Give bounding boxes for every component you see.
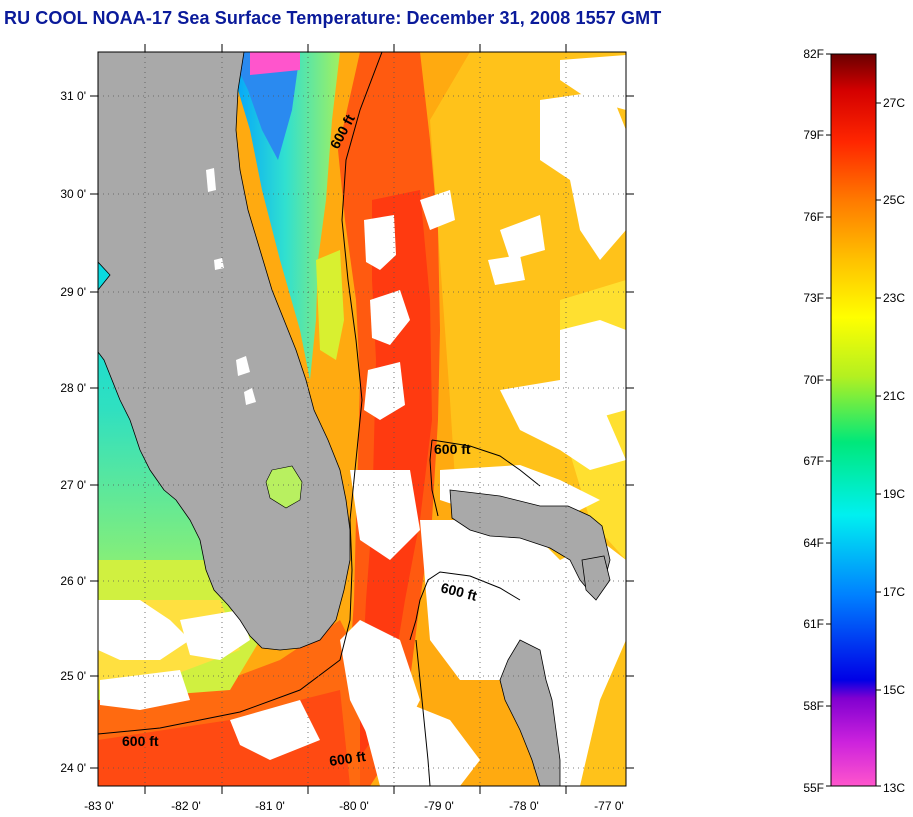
lat-label-27: 27 0': [60, 478, 86, 492]
cb-f-67: 67F: [803, 454, 824, 468]
lon-label-80: -80 0': [339, 799, 369, 813]
lon-label-83: -83 0': [84, 799, 114, 813]
cb-f-70: 70F: [803, 373, 824, 387]
inland-cloud-spots: [206, 168, 256, 405]
figure-title: RU COOL NOAA-17 Sea Surface Temperature:…: [4, 8, 662, 28]
lat-label-26: 26 0': [60, 574, 86, 588]
contour-label-bahamas: 600 ft: [434, 441, 471, 457]
longitude-labels: -83 0' -82 0' -81 0' -80 0' -79 0' -78 0…: [84, 799, 624, 813]
colorbar-ticks: [826, 53, 881, 787]
lat-label-30: 30 0': [60, 187, 86, 201]
lat-label-25: 25 0': [60, 669, 86, 683]
cb-c-19: 19C: [883, 487, 905, 501]
cb-f-73: 73F: [803, 291, 824, 305]
cb-f-76: 76F: [803, 210, 824, 224]
cb-c-25: 25C: [883, 193, 905, 207]
cb-c-21: 21C: [883, 389, 905, 403]
cb-c-23: 23C: [883, 291, 905, 305]
cb-f-82: 82F: [803, 47, 824, 61]
lon-label-78: -78 0': [509, 799, 539, 813]
northern-shelf-cold: [230, 52, 300, 160]
cb-c-15: 15C: [883, 683, 905, 697]
lon-label-81: -81 0': [255, 799, 285, 813]
shelf-edge-transition: [316, 250, 344, 360]
lat-label-24: 24 0': [60, 761, 86, 775]
lat-label-29: 29 0': [60, 285, 86, 299]
cb-f-79: 79F: [803, 128, 824, 142]
map-frame: [97, 51, 627, 787]
lat-label-31: 31 0': [60, 89, 86, 103]
east-shelf-cool: [230, 52, 340, 380]
cb-f-55: 55F: [803, 781, 824, 795]
isobath-600ft: [98, 52, 541, 786]
lat-label-28: 28 0': [60, 381, 86, 395]
cb-f-61: 61F: [803, 617, 824, 631]
lon-label-82: -82 0': [171, 799, 201, 813]
contour-label-southwest: 600 ft: [122, 733, 159, 749]
lake-okeechobee: [265, 465, 303, 509]
axis-ticks: [90, 44, 634, 794]
cb-c-27: 27C: [883, 96, 905, 110]
latitude-labels: 31 0' 30 0' 29 0' 28 0' 27 0' 26 0' 25 0…: [60, 89, 86, 775]
cb-f-58: 58F: [803, 699, 824, 713]
cb-f-64: 64F: [803, 536, 824, 550]
colorbar-fahrenheit-labels: 82F 79F 76F 73F 70F 67F 64F 61F 58F 55F: [803, 47, 824, 795]
lon-label-79: -79 0': [424, 799, 454, 813]
contour-label-south: 600 ft: [328, 748, 367, 769]
sst-image: 600 ft 600 ft 600 ft 600 ft 600 ft: [98, 52, 626, 786]
bahamas-abaco: [581, 555, 611, 601]
colorbar-celsius-labels: 27C 25C 23C 21C 19C 17C 15C 13C: [883, 96, 905, 795]
bahamas-andros: [499, 639, 561, 786]
colorbar: 82F 79F 76F 73F 70F 67F 64F 61F 58F 55F …: [803, 47, 905, 795]
graticule: [98, 52, 626, 786]
cb-c-13: 13C: [883, 781, 905, 795]
coldest-patch: [250, 52, 300, 75]
colorbar-ramp: [830, 53, 877, 787]
lon-label-77: -77 0': [594, 799, 624, 813]
cb-c-17: 17C: [883, 585, 905, 599]
